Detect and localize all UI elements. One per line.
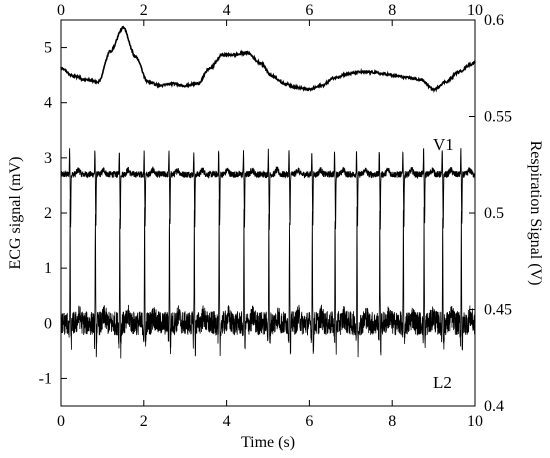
x-tick-label-top: 8 xyxy=(388,2,396,19)
x-tick-label-bottom: 0 xyxy=(57,413,65,430)
y-tick-label-right: 0.4 xyxy=(484,398,504,415)
series-line-l2 xyxy=(60,199,476,359)
series-label-l2: L2 xyxy=(433,373,452,392)
x-tick-label-bottom: 6 xyxy=(305,413,313,430)
x-tick-label-bottom: 4 xyxy=(223,413,231,430)
x-axis-top: 0 2 4 6 8 10 xyxy=(57,2,483,26)
y-tick-label-right: 0.6 xyxy=(484,12,504,29)
y-tick-label-right: 0.55 xyxy=(484,109,512,126)
x-tick-label-top: 4 xyxy=(223,2,231,19)
y-tick-label-right: 0.5 xyxy=(484,205,504,222)
y-axis-right-label: Respiration Signal (V) xyxy=(527,141,544,286)
y-axis-left: -1 0 1 2 3 4 5 xyxy=(39,40,67,387)
x-tick-label-top: 2 xyxy=(140,2,148,19)
series-line-v1 xyxy=(60,148,476,230)
x-axis-bottom: 0 2 4 6 8 10 xyxy=(57,400,483,430)
series-line-respiration xyxy=(60,25,476,94)
x-tick-label-bottom: 10 xyxy=(467,413,483,430)
x-axis-label: Time (s) xyxy=(241,434,295,451)
y-tick-label-left: 2 xyxy=(44,205,52,222)
x-tick-label-top: 6 xyxy=(305,2,313,19)
series-layer xyxy=(60,25,476,359)
x-tick-label-top: 10 xyxy=(467,2,483,19)
y-tick-label-left: 5 xyxy=(44,40,52,57)
x-tick-label-top: 0 xyxy=(57,2,65,19)
y-tick-label-left: 0 xyxy=(44,315,52,332)
y-tick-label-left: 1 xyxy=(44,260,52,277)
y-axis-left-label: ECG signal (mV) xyxy=(7,157,24,270)
x-tick-label-bottom: 2 xyxy=(140,413,148,430)
y-tick-label-right: 0.45 xyxy=(484,302,512,319)
series-label-v1: V1 xyxy=(433,135,454,154)
x-tick-label-bottom: 8 xyxy=(388,413,396,430)
y-tick-label-left: 3 xyxy=(44,150,52,167)
y-axis-right: 0.4 0.45 0.5 0.55 0.6 xyxy=(469,12,512,415)
y-tick-label-left: 4 xyxy=(44,95,52,112)
y-tick-label-left: -1 xyxy=(39,370,52,387)
